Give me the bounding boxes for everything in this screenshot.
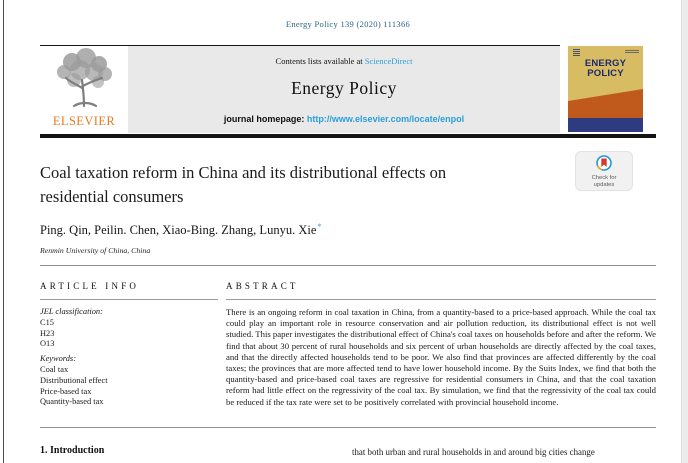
- keyword-item: Quantity-based tax: [40, 397, 104, 407]
- journal-citation: Energy Policy 139 (2020) 111366: [285, 19, 411, 29]
- affiliation: Renmin University of China, China: [40, 246, 151, 255]
- check-for-updates-badge[interactable]: Check for updates: [576, 152, 632, 190]
- author-names: Ping. Qin, Peilin. Chen, Xiao-Bing. Zhan…: [40, 223, 317, 238]
- article-title-line2: residential consumers: [40, 186, 184, 206]
- cover-title-line1: ENERGY: [584, 58, 627, 69]
- jel-code: H23: [40, 328, 55, 338]
- journal-masthead: ELSEVIER Contents lists available at Sci…: [40, 45, 560, 133]
- cover-publisher-mark: [573, 49, 580, 56]
- badge-text-line1: Check for: [591, 175, 617, 181]
- article-info-column: ARTICLE INFO JEL classification: C15 H23…: [40, 281, 218, 408]
- journal-homepage-link[interactable]: http://www.elsevier.com/locate/enpol: [306, 114, 465, 124]
- keyword-item: Price-based tax: [40, 386, 92, 396]
- cover-title: ENERGY POLICY: [568, 59, 643, 79]
- sciencedirect-link[interactable]: ScienceDirect: [364, 56, 413, 66]
- page-left-edge-line: [3, 0, 4, 463]
- journal-name: Energy Policy: [291, 78, 397, 98]
- contents-line: Contents lists available at ScienceDirec…: [128, 56, 560, 66]
- abstract-heading: ABSTRACT: [226, 281, 299, 291]
- abstract-rule: [226, 299, 656, 300]
- info-section-top-rule: [40, 265, 656, 266]
- article-title: Coal taxation reform in China and its di…: [40, 161, 570, 208]
- masthead-panel: Contents lists available at ScienceDirec…: [128, 46, 560, 133]
- contents-prefix: Contents lists available at: [275, 56, 365, 66]
- right-gutter: [681, 0, 688, 463]
- jel-label: JEL classification:: [40, 307, 103, 316]
- article-title-line1: Coal taxation reform in China and its di…: [40, 163, 447, 182]
- elsevier-wordmark: ELSEVIER: [52, 114, 116, 128]
- journal-cover-thumbnail: ENERGY POLICY: [568, 46, 643, 132]
- abstract-text: There is an ongoing reform in coal taxat…: [226, 307, 656, 407]
- masthead-bottom-rule: [40, 134, 656, 138]
- homepage-line: journal homepage: http://www.elsevier.co…: [128, 114, 560, 124]
- keyword-item: Coal tax: [40, 364, 69, 374]
- body-right-column-text: that both urban and rural households in …: [352, 447, 595, 457]
- article-info-rule: [40, 299, 218, 300]
- article-info-heading: ARTICLE INFO: [40, 281, 140, 291]
- cover-bottom-band: [568, 118, 643, 132]
- crossmark-icon: [596, 155, 612, 171]
- body-section-top-rule: [40, 427, 656, 428]
- elsevier-logo: ELSEVIER: [40, 46, 128, 133]
- badge-text-line2: updates: [593, 181, 615, 188]
- cover-issue-text: [625, 50, 639, 53]
- elsevier-tree-icon: [50, 48, 118, 110]
- jel-code: O13: [40, 339, 55, 349]
- homepage-label: journal homepage:: [223, 114, 307, 124]
- jel-code: C15: [40, 317, 54, 327]
- keyword-item: Distributional effect: [40, 375, 108, 385]
- corresponding-author-mark[interactable]: *: [317, 221, 322, 231]
- keywords-label: Keywords:: [40, 354, 76, 364]
- abstract-column: ABSTRACT There is an ongoing reform in c…: [226, 281, 656, 408]
- badge-text: Check for updates: [592, 175, 617, 188]
- author-list: Ping. Qin, Peilin. Chen, Xiao-Bing. Zhan…: [40, 221, 322, 238]
- cover-title-line2: POLICY: [587, 68, 624, 79]
- introduction-heading: 1. Introduction: [40, 445, 105, 456]
